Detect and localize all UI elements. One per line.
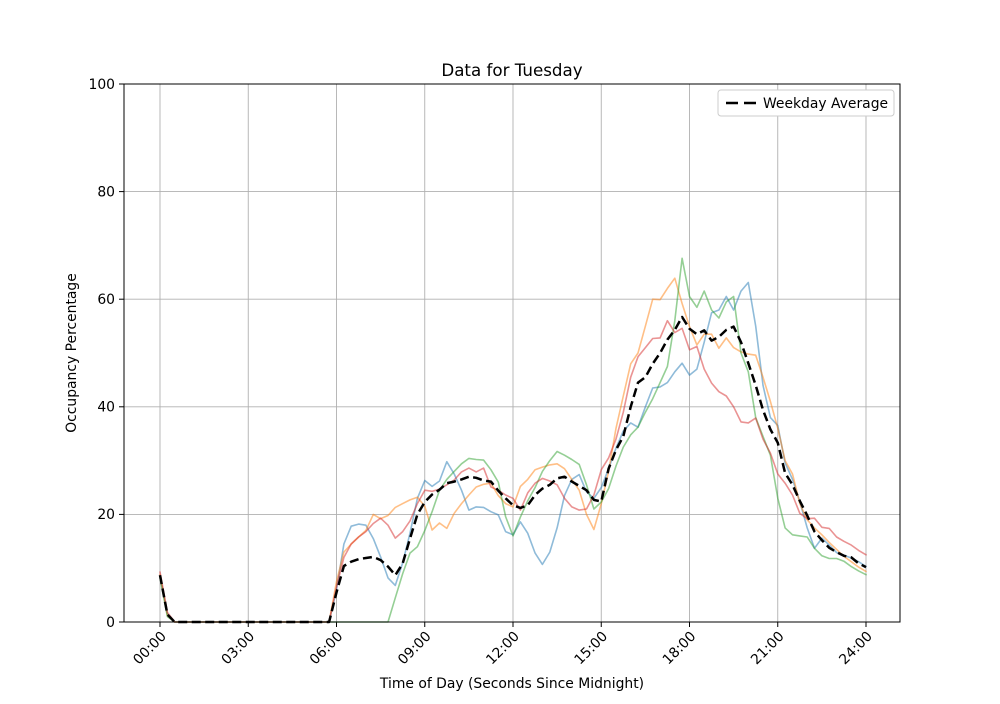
- x-tick-label: 09:00: [395, 629, 435, 669]
- y-tick-label: 40: [97, 400, 115, 416]
- axes-spines: [123, 83, 901, 623]
- x-tick-label: 18:00: [660, 629, 700, 669]
- y-tick-label: 20: [97, 507, 115, 523]
- x-tick-labels: 00:00 03:00 06:00 09:00 12:00 15:00 18:00 21:00…: [130, 629, 876, 669]
- x-tick-label: 00:00: [130, 629, 170, 669]
- y-tick-labels: 0 20 40 60 80 100: [88, 77, 115, 631]
- legend: Weekday Average: [717, 89, 895, 117]
- y-tick-label: 60: [97, 292, 115, 308]
- y-tick-label: 100: [88, 77, 115, 93]
- x-tick-label: 06:00: [307, 629, 347, 669]
- x-tick-label: 03:00: [218, 629, 258, 669]
- x-tick-label: 15:00: [571, 629, 611, 669]
- x-tick-label: 21:00: [748, 629, 788, 669]
- y-tick-label: 80: [97, 184, 115, 200]
- y-axis-label: Occupancy Percentage: [64, 273, 80, 433]
- chart-title: Data for Tuesday: [441, 60, 582, 80]
- x-tick-label: 24:00: [836, 629, 876, 669]
- tick-marks: [119, 83, 867, 627]
- y-tick-label: 0: [106, 615, 115, 631]
- legend-label: Weekday Average: [763, 96, 888, 112]
- chart-layer: 00:00 03:00 06:00 09:00 12:00 15:00 18:00 21:00…: [88, 77, 901, 669]
- x-axis-label: Time of Day (Seconds Since Midnight): [379, 676, 644, 692]
- x-tick-label: 12:00: [483, 629, 523, 669]
- grid: [124, 83, 900, 623]
- legend-box: [717, 89, 895, 117]
